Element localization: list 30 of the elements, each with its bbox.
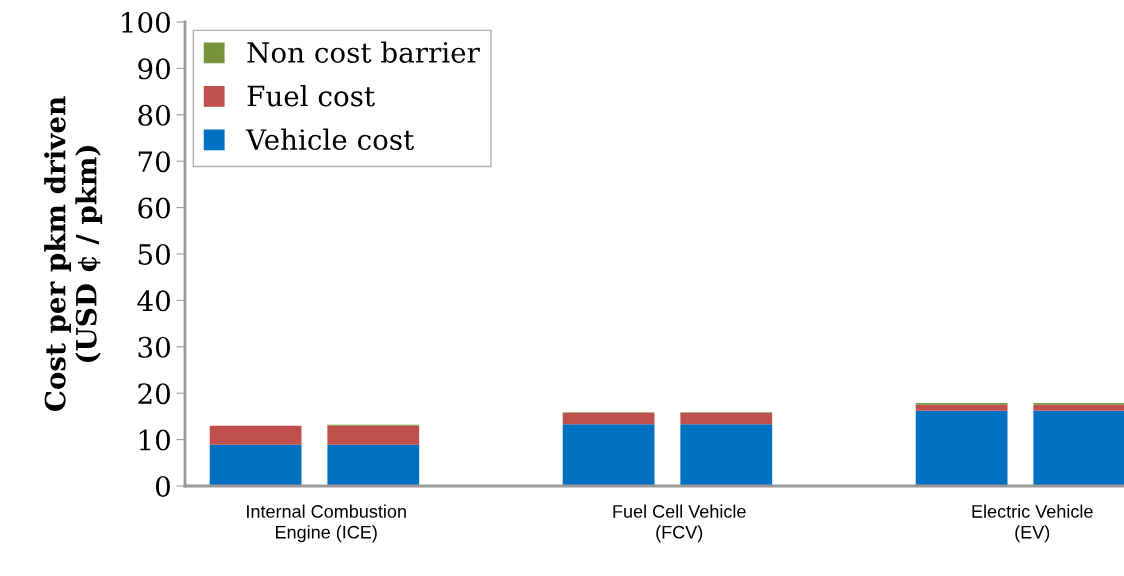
bar <box>327 444 420 486</box>
bar <box>327 425 420 445</box>
y-tick-label: 10 <box>139 429 170 451</box>
legend-label: Fuel cost <box>247 84 375 107</box>
bar <box>915 410 1008 486</box>
text: Fuel Cell Vehicle (FCV) <box>613 504 746 543</box>
y-tick-label: 60 <box>138 197 170 219</box>
bar <box>209 425 302 445</box>
legend-label: Vehicle cost <box>245 128 415 151</box>
y-tick-label: 70 <box>138 151 170 173</box>
y-tick-label: 50 <box>138 243 170 265</box>
y-tick-label: 100 <box>122 11 170 33</box>
bar <box>1033 404 1124 411</box>
y-tick-label: 20 <box>138 383 170 405</box>
y-tick-label: 40 <box>137 290 170 312</box>
bar <box>680 424 773 486</box>
y-tick-label: 80 <box>138 104 170 126</box>
bar <box>680 412 773 425</box>
bar <box>562 424 655 486</box>
bar <box>562 412 655 425</box>
y-tick-label: 0 <box>155 475 170 497</box>
text: Electric Vehicle (EV) <box>972 504 1093 543</box>
y-tick-label: 90 <box>138 58 170 80</box>
bar <box>1033 410 1124 486</box>
text: Internal Combustion Engine (ICE) <box>247 504 406 543</box>
y-tick-label: 30 <box>138 336 170 358</box>
bar <box>915 404 1008 411</box>
bar <box>209 444 302 486</box>
y-axis-title: Cost per pkm driven (USD ¢ / pkm) <box>44 96 103 412</box>
legend-label: Non cost barrier <box>247 41 480 63</box>
